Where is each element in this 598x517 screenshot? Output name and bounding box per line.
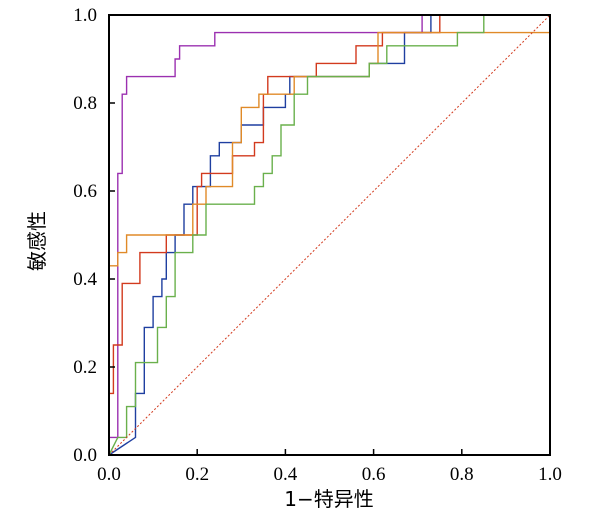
y-tick-label: 0.0 — [73, 445, 97, 466]
x-tick-label: 0.4 — [274, 464, 298, 485]
series-layer — [108, 14, 551, 456]
x-tick-label: 0.6 — [362, 464, 386, 485]
y-tick-label: 0.4 — [73, 269, 97, 290]
plot-frame — [108, 14, 551, 456]
x-tick-label: 0.8 — [450, 464, 474, 485]
ticks-layer: 0.0 0.2 0.4 0.6 0.8 1.0 0.0 0.2 0.4 0.6 0.8 1.0 — [73, 5, 562, 485]
y-tick-label: 1.0 — [73, 5, 97, 26]
x-tick-label: 1.0 — [538, 464, 562, 485]
x-tick-label: 0.2 — [185, 464, 209, 485]
x-axis-title: 1−特异性 — [284, 487, 373, 511]
y-tick-label: 0.2 — [73, 357, 97, 378]
y-tick-label: 0.6 — [73, 181, 97, 202]
y-tick-label: 0.8 — [73, 93, 97, 114]
y-axis-title: 敏感性 — [25, 211, 49, 271]
x-tick-label: 0.0 — [97, 464, 121, 485]
roc-curve-5 — [108, 14, 550, 456]
